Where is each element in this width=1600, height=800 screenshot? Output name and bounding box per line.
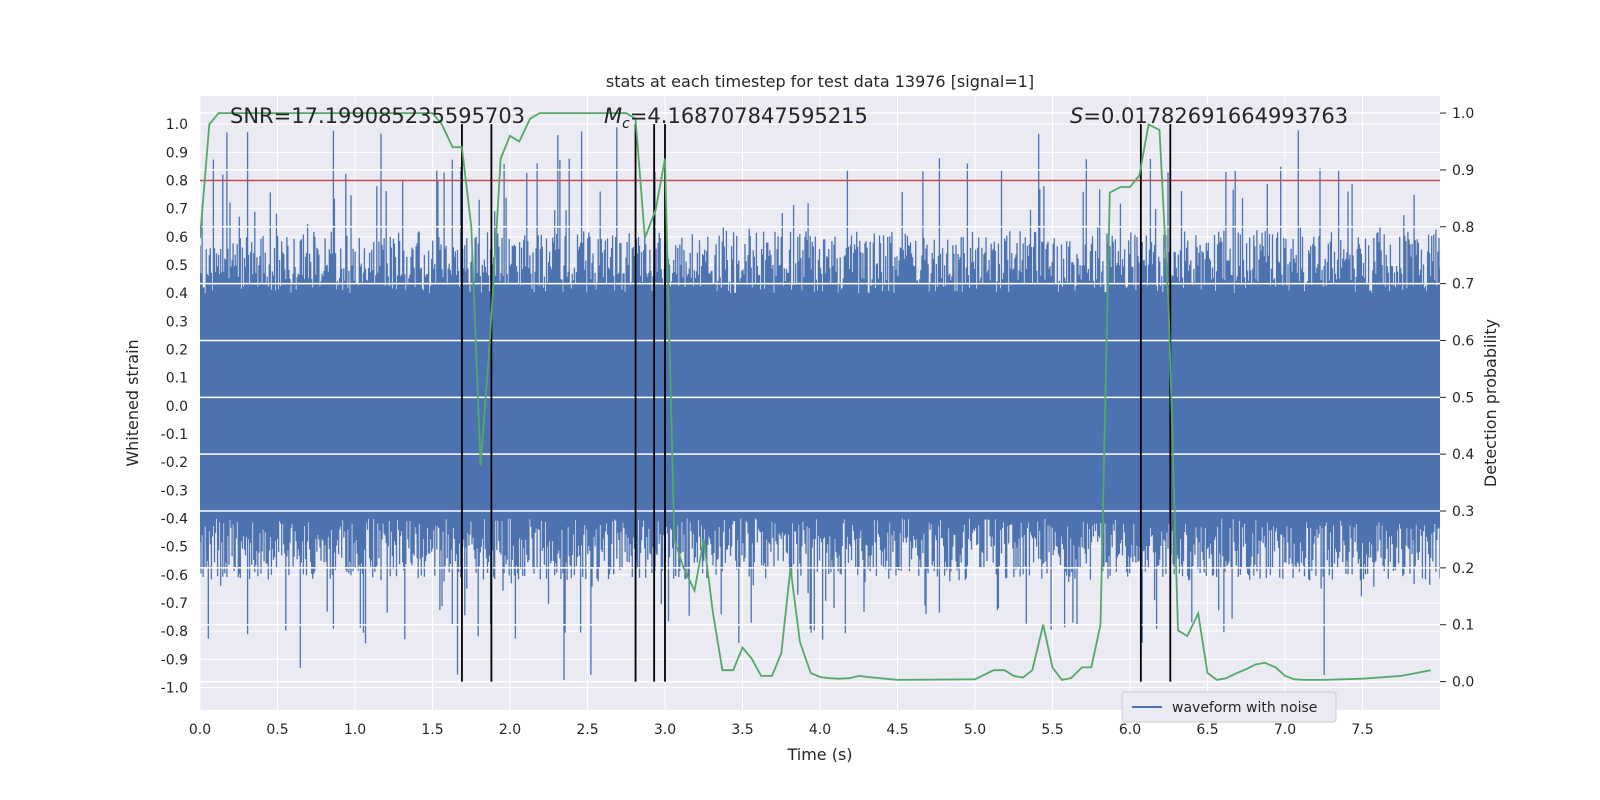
y-tick-label-left: -0.1 <box>161 427 188 443</box>
y-tick-label-left: 0.9 <box>166 145 188 161</box>
x-tick-label: 5.0 <box>964 722 986 738</box>
y-tick-label-right: 0.7 <box>1452 277 1474 293</box>
y-tick-label-right: 0.3 <box>1452 504 1474 520</box>
detection-probability-line <box>200 112 1431 681</box>
y-tick-label-left: -0.2 <box>161 455 188 471</box>
chart-title: stats at each timestep for test data 139… <box>606 72 1034 91</box>
y-tick-label-right: 0.0 <box>1452 675 1474 691</box>
y-tick-label-left: 0.7 <box>166 202 188 218</box>
legend-label: waveform with noise <box>1172 700 1317 716</box>
x-tick-label: 1.5 <box>421 722 443 738</box>
y-tick-label-left: -0.6 <box>161 568 188 584</box>
vertical-markers <box>461 124 1172 682</box>
y-tick-label-left: -0.4 <box>161 511 188 527</box>
y-tick-label-right: 0.5 <box>1452 390 1474 406</box>
x-tick-label: 6.0 <box>1119 722 1141 738</box>
y-tick-label-right: 0.4 <box>1452 447 1474 463</box>
x-tick-label: 4.5 <box>886 722 908 738</box>
y-tick-label-left: 0.4 <box>166 286 188 302</box>
x-tick-label: 3.0 <box>654 722 676 738</box>
y-tick-label-left: -1.0 <box>161 680 188 696</box>
y-tick-label-right: 0.6 <box>1452 333 1474 349</box>
waveform-series <box>200 127 1440 680</box>
x-tick-label: 7.0 <box>1274 722 1296 738</box>
y-tick-label-left: 0.2 <box>166 342 188 358</box>
y-tick-label-left: 0.3 <box>166 314 188 330</box>
ticks: 0.0 0.5 1.0 1.5 2.0 2.5 3.0 3.5 4.0 4.5 5.0 5.5 6.0 6… <box>161 106 1475 738</box>
y-tick-label-right: 0.1 <box>1452 618 1474 634</box>
y-tick-label-left: -0.9 <box>161 652 188 668</box>
x-axis-label: Time (s) <box>786 745 852 764</box>
y-tick-label-right: 1.0 <box>1452 106 1474 122</box>
y-tick-label-left: 0.1 <box>166 371 188 387</box>
x-tick-label: 2.5 <box>576 722 598 738</box>
x-tick-label: 0.5 <box>266 722 288 738</box>
y-tick-label-right: 0.8 <box>1452 220 1474 236</box>
y-tick-label-left: -0.3 <box>161 483 188 499</box>
y-tick-label-left: 0.0 <box>166 399 188 415</box>
y-axis-label-right: Detection probability <box>1481 319 1500 487</box>
annotation-s: S=0.01782691664993763 <box>1070 104 1348 128</box>
x-tick-label: 5.5 <box>1041 722 1063 738</box>
y-tick-label-right: 0.9 <box>1452 163 1474 179</box>
y-tick-label-right: 0.2 <box>1452 561 1474 577</box>
x-tick-label: 4.0 <box>809 722 831 738</box>
legend: waveform with noise <box>1121 691 1337 723</box>
y-tick-label-left: -0.7 <box>161 596 188 612</box>
y-tick-label-left: 0.8 <box>166 173 188 189</box>
y-axis-label-left: Whitened strain <box>123 339 142 466</box>
x-tick-label: 2.0 <box>499 722 521 738</box>
x-tick-label: 0.0 <box>189 722 211 738</box>
x-tick-label: 6.5 <box>1196 722 1218 738</box>
y-tick-label-left: -0.5 <box>161 540 188 556</box>
detection-probability-series <box>200 112 1431 681</box>
x-tick-label: 3.5 <box>731 722 753 738</box>
y-tick-label-left: 0.5 <box>166 258 188 274</box>
x-tick-label: 1.0 <box>344 722 366 738</box>
annotation-chirp-mass: Mc=4.168707847595215 <box>604 104 868 132</box>
y-tick-label-left: -0.8 <box>161 624 188 640</box>
x-tick-label: 7.5 <box>1351 722 1373 738</box>
waveform-core <box>200 293 1440 519</box>
y-tick-label-left: 0.6 <box>166 230 188 246</box>
legend-box <box>1121 691 1337 723</box>
y-tick-label-left: 1.0 <box>166 117 188 133</box>
annotation-snr: SNR=17.199085235595703 <box>230 104 525 128</box>
